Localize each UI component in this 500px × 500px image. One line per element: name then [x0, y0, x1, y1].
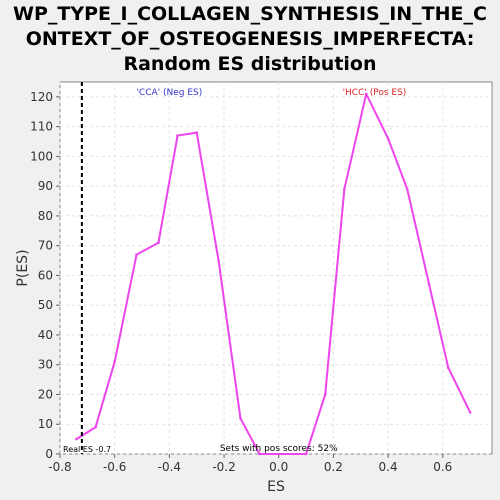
data-point: [427, 283, 431, 286]
y-tick-label: 60: [38, 268, 53, 282]
series-line: [75, 92, 472, 455]
data-point: [176, 134, 179, 137]
y-tick-label: 10: [38, 417, 53, 431]
x-tick-label: 0.0: [269, 460, 288, 474]
data-point: [364, 92, 368, 96]
data-point: [157, 241, 160, 245]
data-point: [405, 187, 409, 191]
y-tick-label: 100: [30, 149, 53, 163]
y-tick-label: 110: [30, 120, 53, 134]
data-point: [94, 425, 97, 429]
x-axis-label: ES: [267, 479, 285, 495]
data-point: [135, 253, 138, 256]
data-point: [195, 131, 199, 134]
y-tick-label: 80: [38, 209, 53, 223]
data-point: [468, 411, 472, 414]
y-tick-label: 70: [38, 239, 53, 253]
pos-scores-label: Sets with pos scores: 52%: [220, 444, 338, 454]
data-point: [386, 137, 390, 140]
x-tick-label: -0.2: [212, 460, 235, 474]
grid-layer: [59, 82, 492, 455]
series-layer: [75, 92, 472, 456]
x-tick-label: -0.8: [48, 460, 71, 474]
y-axis-label: P(ES): [15, 249, 31, 286]
data-point: [304, 452, 308, 456]
y-tick-label: 0: [45, 447, 53, 461]
chart-title-line-2: ONTEXT_OF_OSTEOGENESIS_IMPERFECTA:: [25, 28, 475, 50]
x-tick-label: 0.6: [433, 460, 452, 474]
chart-title-line-1: WP_TYPE_I_COLLAGEN_SYNTHESIS_IN_THE_C: [13, 3, 487, 25]
real-es-label: Real ES -0.7: [63, 445, 111, 454]
pos-es-label: 'HCC' (Pos ES): [343, 88, 407, 98]
data-point: [113, 360, 116, 364]
y-tick-label: 90: [38, 179, 53, 193]
neg-es-label: 'CCA' (Neg ES): [136, 88, 202, 98]
data-point: [217, 259, 220, 262]
x-tick-label: -0.4: [158, 460, 181, 474]
y-tick-label: 20: [38, 387, 53, 401]
data-point: [277, 452, 281, 456]
data-point: [258, 452, 261, 456]
x-tick-label: -0.6: [103, 460, 126, 474]
data-point: [323, 393, 327, 396]
data-point: [343, 187, 346, 191]
tick-layer: -0.8 -0.6 -0.4 -0.2 0.0 0.2 0.4 0.6 0 10 20 30 40 50 6…: [30, 90, 452, 474]
y-tick-label: 40: [38, 328, 53, 342]
plot-area: [59, 81, 493, 455]
x-tick-label: 0.2: [324, 460, 343, 474]
data-point: [75, 437, 78, 441]
chart-title-line-3: Random ES distribution: [123, 53, 377, 75]
y-tick-label: 30: [38, 358, 53, 372]
data-point: [239, 416, 242, 420]
y-tick-label: 120: [30, 90, 53, 104]
data-point: [446, 366, 450, 369]
x-tick-label: 0.4: [379, 460, 398, 474]
y-tick-label: 50: [38, 298, 53, 312]
